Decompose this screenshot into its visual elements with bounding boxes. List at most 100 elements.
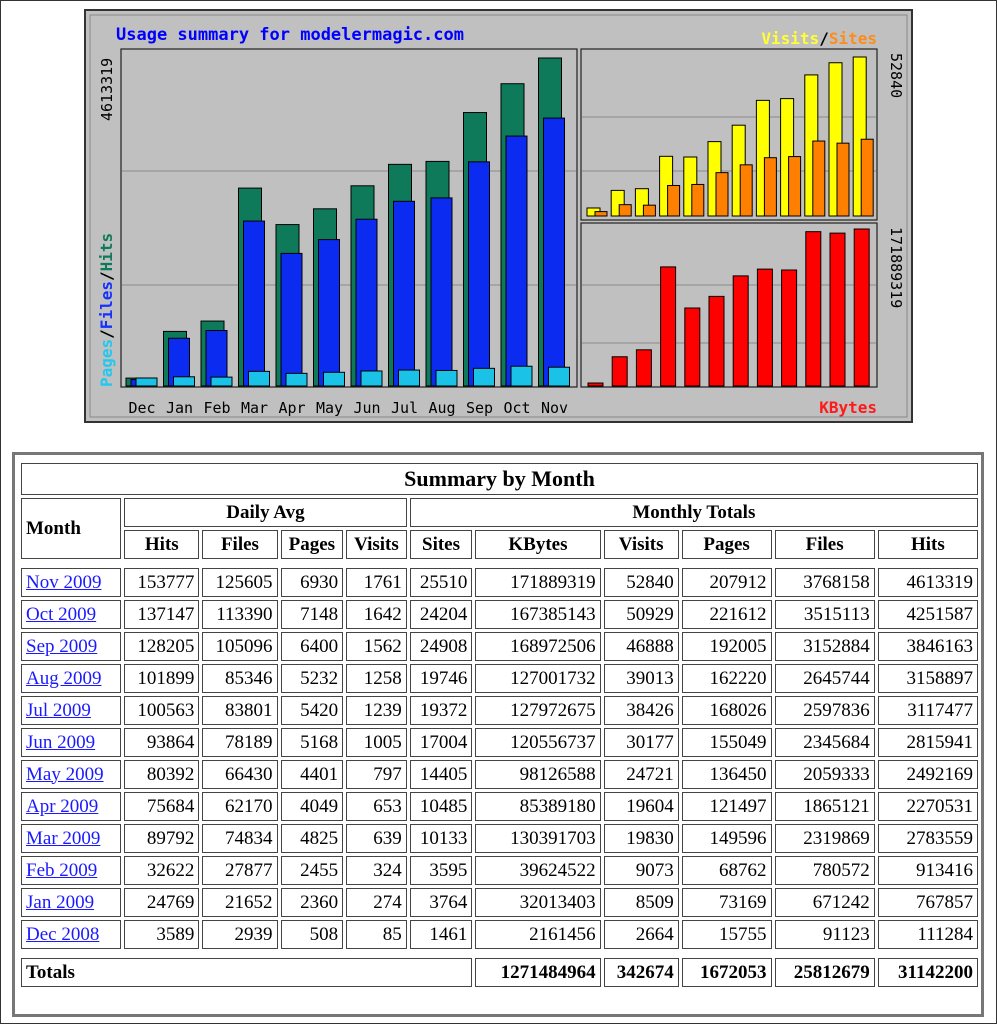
table-cell: 91123 [774, 920, 875, 949]
kbytes-bar [853, 228, 870, 387]
sites-bar [691, 183, 705, 217]
month-link[interactable]: Dec 2008 [26, 923, 100, 945]
legend-hits: Hits [97, 233, 116, 272]
kbytes-bar [587, 382, 604, 387]
table-cell: 10485 [409, 792, 473, 821]
month-cell: Dec 2008 [21, 920, 122, 949]
table-cell: 2059333 [774, 760, 875, 789]
pages-bar [248, 370, 270, 387]
x-tick-label: Aug [428, 399, 455, 417]
table-cell: 24204 [409, 600, 473, 629]
monthly-col-header: Pages [681, 530, 772, 559]
month-link[interactable]: Aug 2009 [26, 667, 102, 689]
files-bar [430, 197, 453, 387]
sites-bar [788, 156, 802, 217]
table-cell: 19604 [603, 792, 679, 821]
table-cell: 130391703 [475, 824, 601, 853]
table-cell: 2455 [280, 856, 344, 885]
table-cell: 171889319 [475, 568, 601, 597]
daily-col-header: Hits [124, 530, 200, 559]
table-cell: 2492169 [877, 760, 978, 789]
table-cell: 98126588 [475, 760, 601, 789]
table-cell: 24908 [409, 632, 473, 661]
month-link[interactable]: Sep 2009 [26, 635, 98, 657]
table-cell: 137147 [124, 600, 200, 629]
table-cell: 2597836 [774, 696, 875, 725]
table-cell: 3768158 [774, 568, 875, 597]
table-cell: 4401 [280, 760, 344, 789]
month-link[interactable]: Jan 2009 [26, 891, 95, 913]
table-cell: 32622 [124, 856, 200, 885]
x-tick-label: Oct [503, 399, 530, 417]
files-bar [543, 117, 565, 387]
files-bar [318, 239, 340, 387]
pages-bar [548, 366, 570, 387]
table-cell: 4613319 [877, 568, 978, 597]
month-link[interactable]: Feb 2009 [26, 859, 98, 881]
hits-max-label: 4613319 [98, 58, 116, 121]
month-link[interactable]: Apr 2009 [26, 795, 99, 817]
table-cell: 3515113 [774, 600, 875, 629]
month-link[interactable]: Nov 2009 [26, 571, 102, 593]
kbytes-bar [660, 266, 677, 387]
table-cell: 2783559 [877, 824, 978, 853]
table-cell: 10133 [409, 824, 473, 853]
visits-panel [580, 48, 878, 221]
table-row: Mar 2009 89792 74834 4825 639 10133 130391703 1… [21, 824, 978, 853]
pages-bar [135, 377, 158, 387]
files-bar [243, 220, 265, 387]
table-cell: 8509 [603, 888, 679, 917]
table-cell: 2645744 [774, 664, 875, 693]
table-cell: 24769 [124, 888, 200, 917]
month-header: Month [21, 498, 122, 559]
table-cell: 3117477 [877, 696, 978, 725]
usage-chart: Dec Jan Feb Mar Apr May Jun Jul Aug Sep Oct Nov Usa… [84, 9, 913, 423]
table-cell: 2319869 [774, 824, 875, 853]
table-cell: 3152884 [774, 632, 875, 661]
month-link[interactable]: Mar 2009 [26, 827, 101, 849]
table-cell: 17004 [409, 728, 473, 757]
table-cell: 120556737 [475, 728, 601, 757]
sites-bar [860, 138, 874, 217]
table-cell: 2939 [202, 920, 278, 949]
x-tick-label: May [316, 399, 343, 417]
kbytes-bar [805, 231, 822, 387]
column-header-row: Hits Files Pages Visits Sites KBytes Visits Pag… [21, 530, 978, 559]
table-cell: 324 [346, 856, 407, 885]
table-cell: 113390 [202, 600, 278, 629]
table-cell: 2345684 [774, 728, 875, 757]
kbytes-max-label: 171889319 [887, 227, 905, 308]
legend-visits: Visits [761, 29, 819, 48]
table-cell: 85346 [202, 664, 278, 693]
x-tick-label: Feb [203, 399, 230, 417]
table-cell: 1761 [346, 568, 407, 597]
table-cell: 508 [280, 920, 344, 949]
files-bar [355, 218, 378, 387]
month-link[interactable]: May 2009 [26, 763, 104, 785]
files-bar [505, 135, 528, 387]
separator-row [21, 952, 978, 955]
month-cell: Sep 2009 [21, 632, 122, 661]
table-row: Oct 2009 137147 113390 7148 1642 24204 1673851… [21, 600, 978, 629]
x-tick-label: Nov [541, 399, 568, 417]
table-row: Apr 2009 75684 62170 4049 653 10485 85389180 19… [21, 792, 978, 821]
table-cell: 24721 [603, 760, 679, 789]
table-cell: 3846163 [877, 632, 978, 661]
month-link[interactable]: Oct 2009 [26, 603, 97, 625]
table-cell: 127001732 [475, 664, 601, 693]
legend-slash-fh: / [97, 271, 116, 281]
table-cell: 83801 [202, 696, 278, 725]
table-cell: 3764 [409, 888, 473, 917]
daily-col-header: Visits [346, 530, 407, 559]
month-link[interactable]: Jul 2009 [26, 699, 91, 721]
table-cell: 1642 [346, 600, 407, 629]
table-cell: 2360 [280, 888, 344, 917]
table-cell: 85389180 [475, 792, 601, 821]
totals-cell: 342674 [603, 958, 679, 987]
monthly-col-header: Hits [877, 530, 978, 559]
table-cell: 62170 [202, 792, 278, 821]
table-cell: 2270531 [877, 792, 978, 821]
table-cell: 5420 [280, 696, 344, 725]
summary-by-month: Summary by Month Month Daily Avg Monthly… [12, 452, 984, 1017]
month-link[interactable]: Jun 2009 [26, 731, 96, 753]
